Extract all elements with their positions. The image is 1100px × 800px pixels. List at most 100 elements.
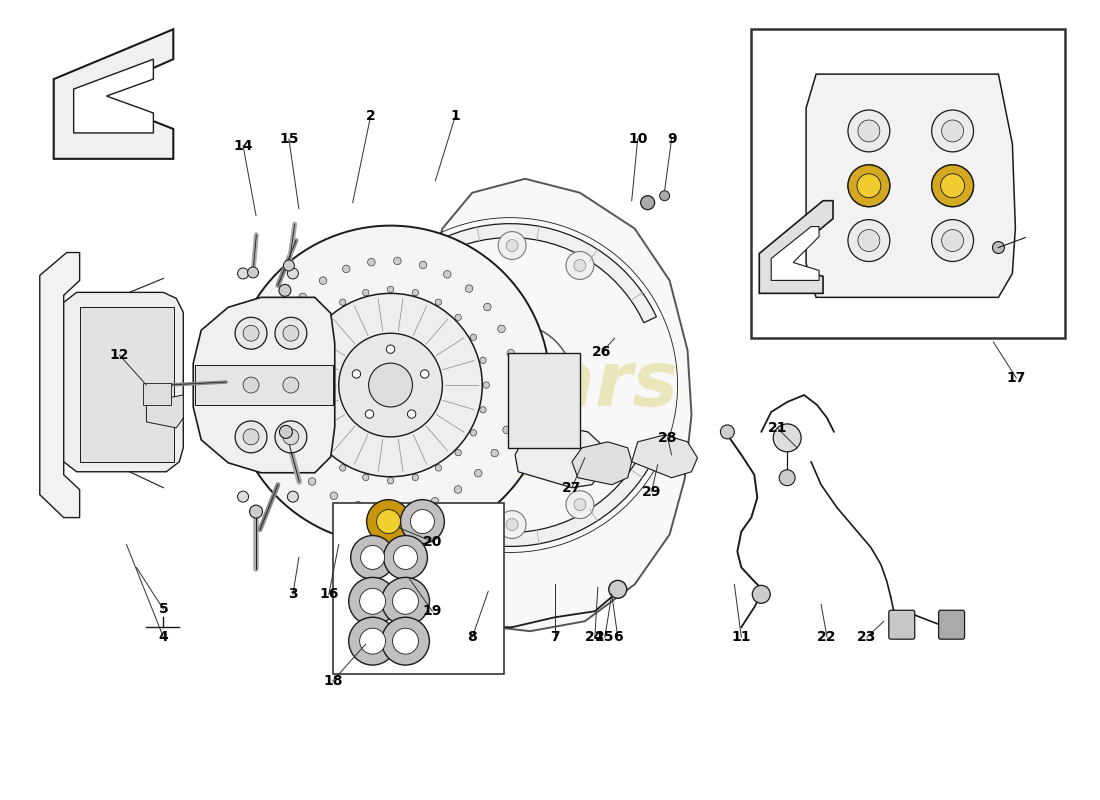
- Circle shape: [565, 251, 594, 279]
- Circle shape: [266, 413, 274, 421]
- FancyBboxPatch shape: [333, 502, 504, 674]
- Circle shape: [481, 353, 544, 417]
- Circle shape: [363, 474, 368, 481]
- Polygon shape: [759, 201, 833, 294]
- Circle shape: [858, 230, 880, 251]
- Polygon shape: [806, 74, 1015, 298]
- Circle shape: [491, 450, 498, 457]
- Text: 21: 21: [768, 421, 786, 435]
- Text: 24: 24: [585, 630, 605, 644]
- Text: 20: 20: [422, 534, 442, 549]
- Polygon shape: [422, 178, 692, 631]
- Circle shape: [320, 314, 326, 321]
- Circle shape: [292, 382, 298, 388]
- Circle shape: [382, 578, 429, 626]
- Circle shape: [470, 430, 476, 436]
- Circle shape: [483, 382, 490, 388]
- Circle shape: [608, 580, 627, 598]
- Circle shape: [283, 314, 290, 321]
- Circle shape: [366, 500, 410, 543]
- Circle shape: [942, 230, 964, 251]
- Circle shape: [238, 268, 249, 279]
- Text: 25: 25: [595, 630, 615, 644]
- Circle shape: [410, 510, 435, 534]
- Circle shape: [932, 220, 974, 262]
- Circle shape: [454, 486, 462, 494]
- Circle shape: [412, 474, 418, 481]
- Polygon shape: [515, 428, 602, 488]
- Circle shape: [287, 268, 298, 279]
- Circle shape: [287, 491, 298, 502]
- Circle shape: [290, 459, 297, 467]
- Circle shape: [363, 290, 368, 296]
- Circle shape: [276, 438, 284, 445]
- Circle shape: [406, 504, 414, 512]
- Circle shape: [279, 426, 293, 438]
- Circle shape: [299, 294, 482, 477]
- Circle shape: [507, 350, 515, 357]
- Circle shape: [264, 362, 272, 369]
- Circle shape: [498, 510, 526, 538]
- Circle shape: [263, 387, 271, 395]
- Circle shape: [349, 578, 396, 626]
- Circle shape: [455, 450, 461, 456]
- Circle shape: [431, 498, 439, 505]
- Circle shape: [773, 424, 801, 452]
- Circle shape: [503, 426, 510, 434]
- Circle shape: [574, 259, 586, 271]
- Circle shape: [848, 220, 890, 262]
- Circle shape: [640, 196, 654, 210]
- Circle shape: [308, 478, 316, 486]
- Circle shape: [512, 375, 518, 382]
- Circle shape: [386, 345, 395, 354]
- Circle shape: [284, 260, 295, 271]
- Polygon shape: [194, 298, 334, 473]
- Circle shape: [339, 334, 442, 437]
- Circle shape: [275, 318, 307, 349]
- Circle shape: [387, 478, 394, 484]
- Text: 5: 5: [158, 602, 168, 616]
- Circle shape: [376, 510, 400, 534]
- Circle shape: [942, 174, 964, 197]
- Polygon shape: [74, 59, 153, 133]
- Circle shape: [319, 277, 327, 284]
- Circle shape: [858, 174, 880, 197]
- Circle shape: [848, 165, 890, 206]
- Text: 6: 6: [613, 630, 623, 644]
- Circle shape: [299, 293, 307, 301]
- Circle shape: [382, 618, 429, 665]
- Polygon shape: [572, 442, 631, 485]
- Circle shape: [305, 430, 311, 436]
- Circle shape: [506, 518, 518, 530]
- Circle shape: [858, 120, 880, 142]
- Circle shape: [506, 239, 518, 251]
- Circle shape: [474, 470, 482, 477]
- Polygon shape: [54, 30, 174, 159]
- Circle shape: [497, 325, 505, 333]
- Circle shape: [498, 231, 526, 259]
- Polygon shape: [146, 395, 184, 428]
- Circle shape: [450, 323, 574, 447]
- Circle shape: [660, 190, 670, 201]
- Text: 9: 9: [667, 132, 676, 146]
- Circle shape: [271, 337, 278, 344]
- Circle shape: [295, 406, 301, 413]
- Circle shape: [443, 270, 451, 278]
- Text: 29: 29: [642, 485, 661, 498]
- Circle shape: [295, 357, 301, 363]
- Circle shape: [455, 314, 461, 321]
- Circle shape: [275, 369, 307, 401]
- Circle shape: [393, 588, 418, 614]
- Text: 15: 15: [279, 132, 299, 146]
- Circle shape: [400, 500, 444, 543]
- Circle shape: [465, 285, 473, 292]
- Text: 3: 3: [288, 587, 298, 602]
- Circle shape: [436, 299, 441, 306]
- Circle shape: [283, 326, 299, 342]
- Text: eurocars: eurocars: [302, 348, 679, 422]
- Text: 2: 2: [366, 109, 375, 123]
- Polygon shape: [40, 253, 79, 518]
- Circle shape: [484, 303, 492, 311]
- Circle shape: [848, 110, 890, 152]
- Circle shape: [283, 377, 299, 393]
